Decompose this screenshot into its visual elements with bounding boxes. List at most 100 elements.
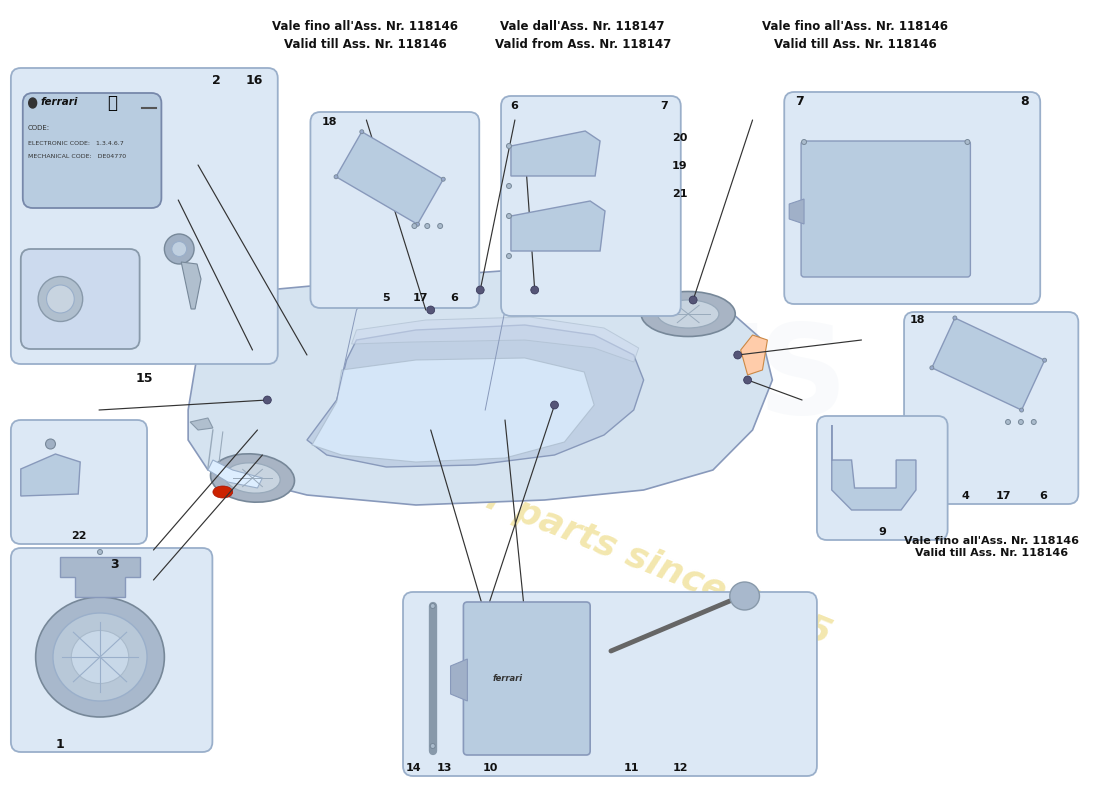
Polygon shape [352,317,639,362]
FancyBboxPatch shape [21,249,140,349]
FancyBboxPatch shape [500,96,681,316]
Ellipse shape [172,242,187,257]
Polygon shape [451,659,468,701]
Polygon shape [208,460,263,488]
Ellipse shape [210,454,295,502]
Text: 20: 20 [672,133,688,142]
Polygon shape [336,132,443,224]
Ellipse shape [263,396,272,404]
Ellipse shape [690,296,697,304]
Ellipse shape [506,254,512,258]
Text: 6: 6 [450,294,458,303]
Ellipse shape [744,376,751,384]
Ellipse shape [416,222,419,226]
Ellipse shape [729,582,759,610]
Text: 3: 3 [110,558,119,570]
Ellipse shape [430,603,436,609]
Ellipse shape [438,223,442,229]
Ellipse shape [551,401,559,409]
FancyBboxPatch shape [817,416,947,540]
Polygon shape [832,425,916,510]
Text: 1: 1 [55,738,64,750]
Ellipse shape [506,183,512,189]
Ellipse shape [641,291,735,337]
Ellipse shape [164,234,194,264]
FancyBboxPatch shape [11,420,147,544]
Polygon shape [932,318,1045,410]
FancyBboxPatch shape [11,548,212,752]
Text: 17: 17 [996,491,1011,501]
Text: 4: 4 [961,491,969,501]
Text: 8: 8 [1021,95,1030,108]
Ellipse shape [29,98,36,108]
Ellipse shape [1032,419,1036,425]
Text: ELPARTS: ELPARTS [241,319,848,441]
Text: ferrari: ferrari [492,674,522,683]
Ellipse shape [734,351,741,359]
Text: 18: 18 [910,315,925,325]
Polygon shape [60,557,140,597]
Text: Vale fino all'Ass. Nr. 118146
Valid till Ass. Nr. 118146: Vale fino all'Ass. Nr. 118146 Valid till… [272,20,458,51]
Ellipse shape [53,613,147,701]
Ellipse shape [360,130,364,134]
Ellipse shape [45,439,55,449]
Ellipse shape [425,223,430,229]
Ellipse shape [427,306,434,314]
Text: CODE:: CODE: [28,125,50,131]
Polygon shape [307,325,644,467]
Text: ferrari: ferrari [41,97,78,107]
Text: ELECTRONIC CODE:   1.3.4.6.7: ELECTRONIC CODE: 1.3.4.6.7 [28,141,123,146]
Text: 2: 2 [212,74,221,86]
Text: Vale dall'Ass. Nr. 118147
Valid from Ass. Nr. 118147: Vale dall'Ass. Nr. 118147 Valid from Ass… [495,20,671,51]
Ellipse shape [411,223,417,229]
FancyBboxPatch shape [23,93,162,208]
Text: 10: 10 [483,763,498,773]
Text: 7: 7 [795,95,804,108]
Text: a passion for parts since 1985: a passion for parts since 1985 [253,389,836,651]
FancyBboxPatch shape [801,141,970,277]
Text: 5: 5 [383,294,390,303]
FancyBboxPatch shape [904,312,1078,504]
Ellipse shape [658,300,719,328]
Ellipse shape [1043,358,1046,362]
Text: 6: 6 [509,101,518,110]
FancyBboxPatch shape [403,592,817,776]
Ellipse shape [35,597,164,717]
Ellipse shape [46,285,75,313]
Ellipse shape [965,139,970,145]
Ellipse shape [441,178,446,182]
Ellipse shape [953,316,957,320]
FancyBboxPatch shape [310,112,480,308]
Polygon shape [740,335,768,375]
Ellipse shape [530,286,539,294]
FancyBboxPatch shape [463,602,591,755]
Ellipse shape [506,143,512,149]
Polygon shape [188,270,772,505]
Ellipse shape [224,463,280,493]
Text: 16: 16 [245,74,263,86]
Text: 17: 17 [412,294,428,303]
Text: 14: 14 [406,763,421,773]
Ellipse shape [72,630,129,683]
Text: 18: 18 [321,117,337,126]
Ellipse shape [1020,408,1024,412]
Text: 22: 22 [72,531,87,541]
Ellipse shape [930,366,934,370]
Text: 21: 21 [672,189,688,198]
Text: 12: 12 [673,763,689,773]
FancyBboxPatch shape [784,92,1041,304]
Polygon shape [510,201,605,251]
Polygon shape [312,358,594,462]
Ellipse shape [334,174,338,178]
Text: 19: 19 [672,161,688,170]
FancyBboxPatch shape [11,68,278,364]
Ellipse shape [506,214,512,218]
Polygon shape [21,454,80,496]
Text: 13: 13 [437,763,452,773]
Ellipse shape [1005,419,1011,425]
Text: 7: 7 [661,101,669,110]
Polygon shape [510,131,601,176]
Polygon shape [182,262,201,309]
Ellipse shape [39,277,82,322]
Ellipse shape [98,550,102,554]
